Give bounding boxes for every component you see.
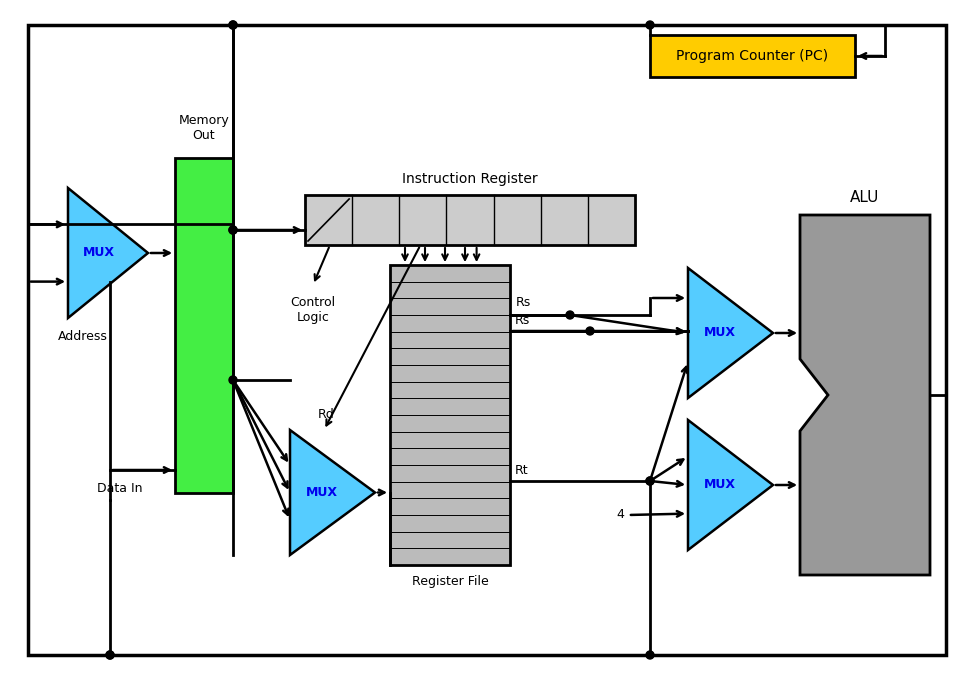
Text: MUX: MUX — [307, 486, 338, 499]
Bar — [175, 158, 233, 493]
Text: Rs: Rs — [515, 315, 531, 327]
Text: Program Counter (PC): Program Counter (PC) — [676, 49, 828, 63]
Circle shape — [646, 477, 654, 485]
Circle shape — [566, 311, 574, 319]
Polygon shape — [688, 268, 773, 398]
Circle shape — [229, 21, 237, 29]
Text: Rs: Rs — [516, 296, 531, 309]
Polygon shape — [800, 215, 930, 575]
Text: MUX: MUX — [704, 327, 737, 340]
Circle shape — [229, 226, 237, 234]
Text: Data In: Data In — [98, 481, 143, 494]
Polygon shape — [290, 430, 375, 555]
Circle shape — [646, 477, 654, 485]
Text: ALU: ALU — [850, 189, 879, 205]
Text: MUX: MUX — [704, 479, 737, 492]
Circle shape — [229, 376, 237, 384]
Text: 4: 4 — [616, 508, 624, 521]
Circle shape — [106, 651, 114, 659]
Text: Address: Address — [58, 330, 107, 342]
Text: Memory
Out: Memory Out — [179, 114, 230, 142]
Circle shape — [646, 21, 654, 29]
Bar — [305, 195, 635, 245]
Polygon shape — [68, 188, 148, 318]
Circle shape — [646, 651, 654, 659]
Circle shape — [229, 21, 237, 29]
Circle shape — [229, 226, 237, 234]
Text: Control
Logic: Control Logic — [290, 296, 335, 324]
Polygon shape — [688, 420, 773, 550]
Text: Rt: Rt — [515, 464, 529, 477]
Text: Rd: Rd — [318, 407, 334, 420]
Text: MUX: MUX — [82, 247, 114, 260]
Bar — [390, 265, 510, 565]
Bar — [650, 35, 855, 77]
Circle shape — [586, 327, 594, 335]
Text: Instruction Register: Instruction Register — [403, 172, 537, 186]
Text: Register File: Register File — [411, 574, 488, 588]
Circle shape — [106, 651, 114, 659]
